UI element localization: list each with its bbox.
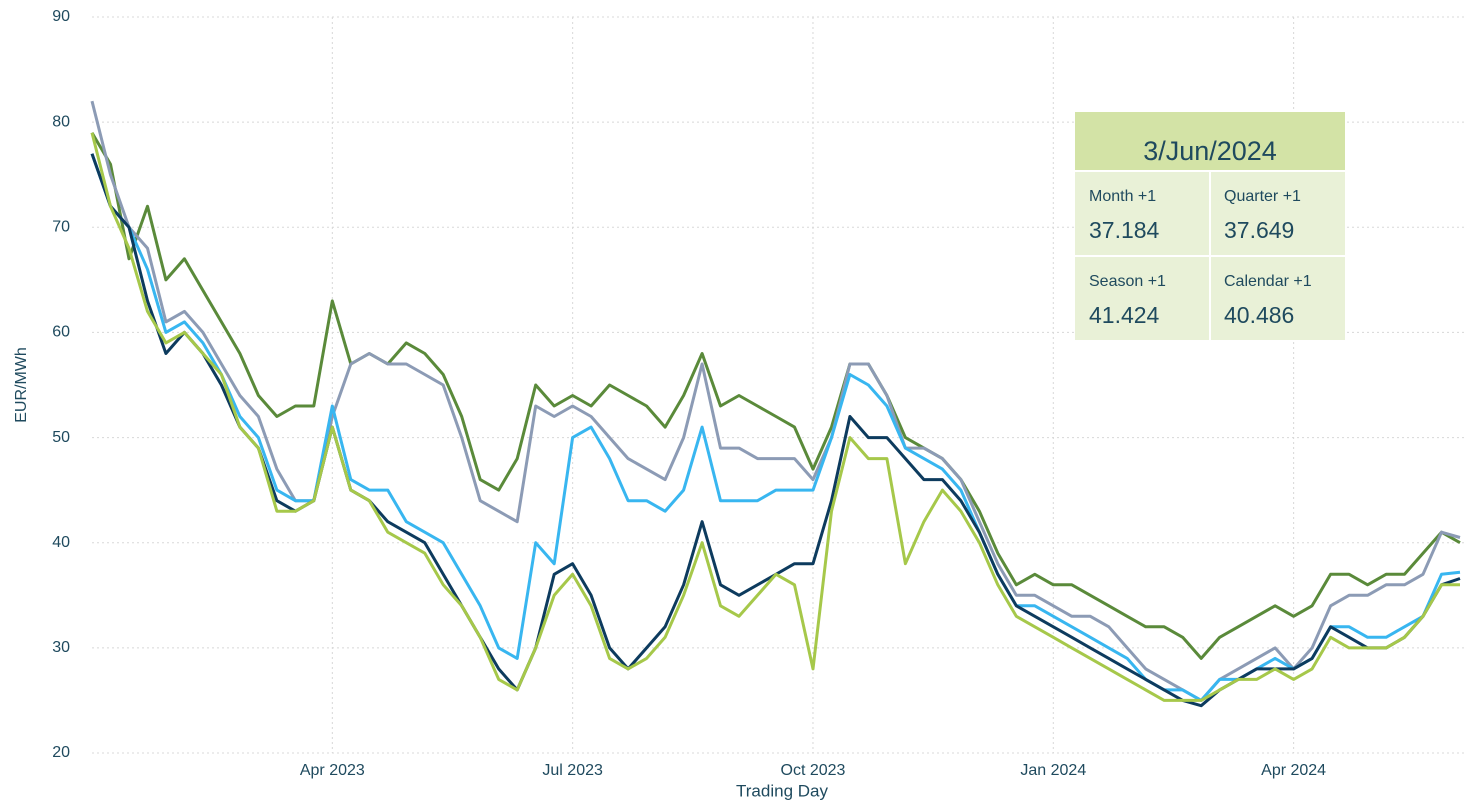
panel-header [1075, 112, 1345, 170]
cell-label: Calendar +1 [1224, 273, 1312, 290]
y-tick-label: 50 [52, 429, 70, 446]
x-tick-label: Jan 2024 [1020, 762, 1086, 779]
series-line [90, 132, 1460, 702]
x-tick-label: Oct 2023 [781, 762, 846, 779]
panel-cell [1211, 257, 1345, 340]
info-panel: 3/Jun/2024 Month +1 37.184 Quarter +1 37.649… [1075, 112, 1345, 340]
y-tick-label: 20 [52, 744, 70, 761]
x-axis-label: Trading Day [736, 781, 828, 800]
cell-value: 41.424 [1089, 302, 1160, 328]
y-tick-label: 80 [52, 113, 70, 130]
cell-value: 37.649 [1224, 217, 1294, 243]
panel-cell [1075, 172, 1209, 255]
cell-label: Quarter +1 [1224, 188, 1301, 205]
y-tick-label: 40 [52, 534, 70, 551]
x-tick-label: Apr 2023 [300, 762, 365, 779]
cell-value: 40.486 [1224, 302, 1294, 328]
y-tick-label: 90 [52, 8, 70, 25]
x-tick-label: Apr 2024 [1261, 762, 1326, 779]
x-tick-label: Jul 2023 [542, 762, 603, 779]
series-line [90, 153, 1461, 702]
panel-date: 3/Jun/2024 [1143, 136, 1277, 166]
y-tick-label: 60 [52, 324, 70, 341]
cell-label: Month +1 [1089, 188, 1156, 205]
panel-cell [1211, 172, 1345, 255]
y-axis-label: EUR/MWh [13, 347, 30, 423]
y-tick-label: 30 [52, 639, 70, 656]
cell-label: Season +1 [1089, 273, 1166, 290]
series-line [90, 131, 1461, 660]
y-tick-label: 70 [52, 219, 70, 236]
cell-value: 37.184 [1089, 217, 1160, 243]
panel-cell [1075, 257, 1209, 340]
